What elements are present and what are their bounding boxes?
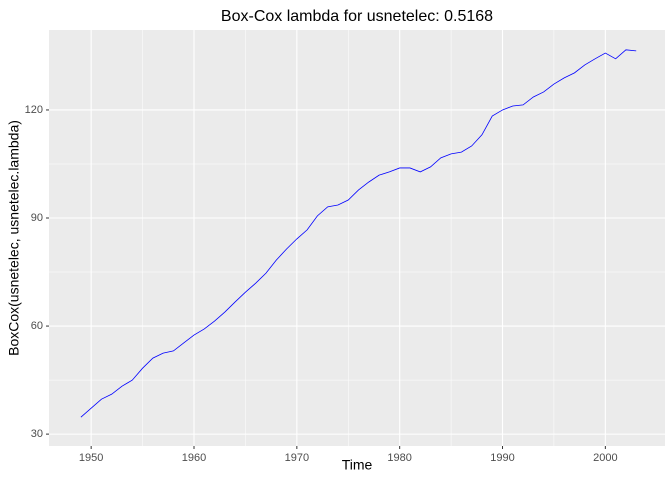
x-tick-label: 1990 [490,452,514,464]
y-tick-label: 90 [31,212,43,224]
x-tick-label: 1960 [182,452,206,464]
chart-title: Box-Cox lambda for usnetelec: 0.5168 [221,8,493,25]
x-tick-label: 2000 [593,452,617,464]
x-axis-label: Time [342,457,373,473]
panel-background [49,30,665,446]
data-line [80,49,637,418]
x-tick-label: 1970 [285,452,309,464]
y-axis-label: BoxCox(usnetelec, usnetelec.lambda) [6,120,22,356]
y-tick-label: 120 [25,104,43,116]
y-tick-label: 30 [31,428,43,440]
x-tick-label: 1950 [79,452,103,464]
y-tick-label: 60 [31,320,43,332]
x-tick-label: 1980 [387,452,411,464]
